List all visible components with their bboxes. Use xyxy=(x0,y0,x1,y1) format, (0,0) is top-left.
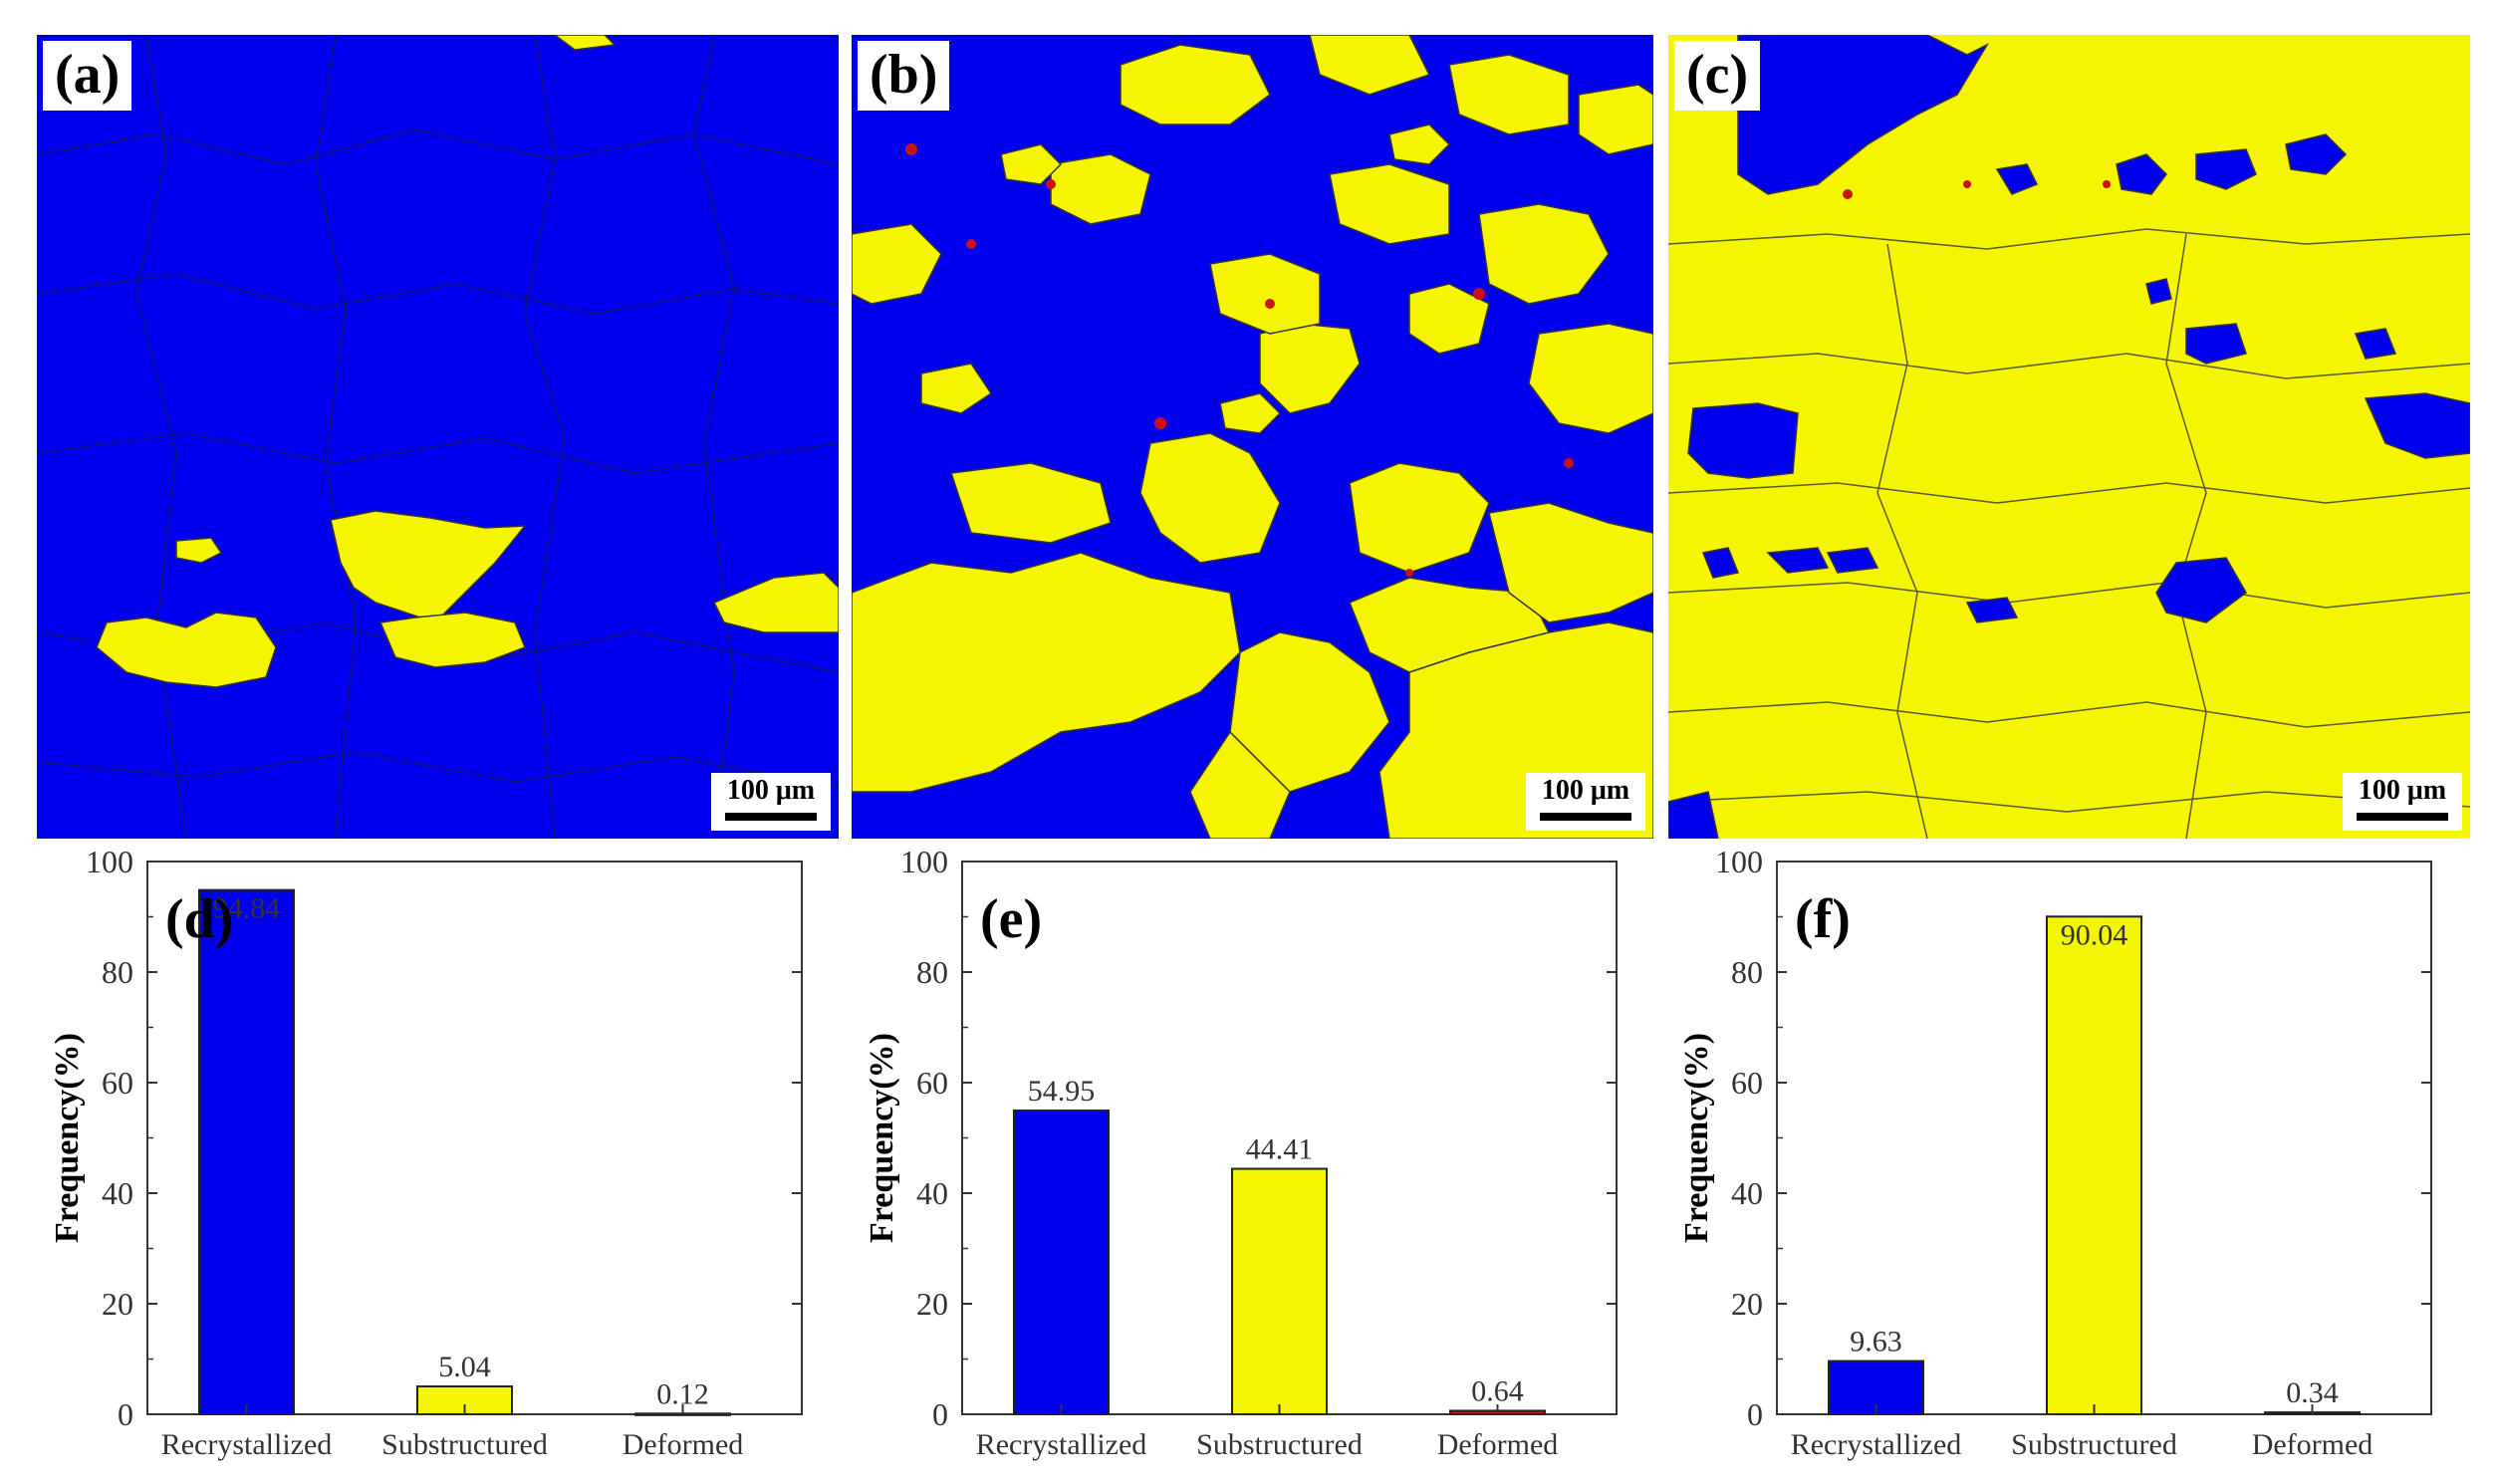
y-tick-label: 80 xyxy=(1731,954,1763,990)
bar-chart-f: 0 20 40 60 80 100 Frequency(%) 9.63 Recrystalliz… xyxy=(1629,842,2461,1484)
x-category-label: Recrystallized xyxy=(976,1428,1147,1461)
map-a-scale-bar: 100 μm xyxy=(711,773,831,831)
bar-value-label: 94.84 xyxy=(213,892,281,925)
y-tick-label: 40 xyxy=(916,1175,948,1211)
chart-panel-label: (d) xyxy=(165,888,233,950)
map-a-label: (a) xyxy=(43,41,132,111)
x-category-label: Recrystallized xyxy=(161,1428,333,1461)
y-tick-label: 80 xyxy=(102,954,133,990)
map-a-scale-line xyxy=(725,813,817,821)
bar xyxy=(1828,1360,1924,1416)
bar-chart-d: 0 20 40 60 80 100 Frequency(%) 94.84 Recrystalli… xyxy=(0,842,832,1484)
bar xyxy=(1013,1110,1110,1415)
x-category-label: Recrystallized xyxy=(1791,1428,1962,1461)
ebsd-map-b: (b) 100 μm xyxy=(852,35,1653,839)
map-b-scale-bar: 100 μm xyxy=(1526,773,1645,831)
map-c-label: (c) xyxy=(1674,41,1761,111)
y-tick-label: 20 xyxy=(102,1286,133,1322)
chart-panel-label: (e) xyxy=(980,888,1042,950)
map-c-image xyxy=(1668,35,2470,839)
y-tick-label: 40 xyxy=(102,1175,133,1211)
x-category-label: Substructured xyxy=(1196,1428,1363,1461)
bar-chart-f-svg: 0 20 40 60 80 100 Frequency(%) 9.63 Recrystalliz… xyxy=(1678,844,2432,1461)
y-tick-label: 40 xyxy=(1731,1175,1763,1211)
y-tick-label: 0 xyxy=(118,1396,133,1432)
bar-chart-e: 0 20 40 60 80 100 Frequency(%) 54.95 Recrystalli… xyxy=(815,842,1646,1484)
bar-value-label: 0.64 xyxy=(1471,1374,1524,1407)
map-a-scale-label: 100 μm xyxy=(726,775,816,806)
y-tick-label: 100 xyxy=(1715,844,1763,879)
bar-value-label: 54.95 xyxy=(1028,1075,1096,1108)
x-category-label: Deformed xyxy=(1437,1428,1559,1461)
x-category-label: Substructured xyxy=(381,1428,548,1461)
x-category-label: Substructured xyxy=(2011,1428,2177,1461)
y-tick-label: 0 xyxy=(1747,1396,1763,1432)
y-axis-title: Frequency(%) xyxy=(1678,1033,1715,1243)
y-axis-title: Frequency(%) xyxy=(49,1033,86,1243)
bar-value-label: 5.04 xyxy=(438,1351,491,1383)
x-category-label: Deformed xyxy=(623,1428,744,1461)
bar-chart-d-svg: 0 20 40 60 80 100 Frequency(%) 94.84 Recrystalli… xyxy=(49,844,803,1461)
map-b-image xyxy=(852,35,1653,839)
y-axis-title: Frequency(%) xyxy=(864,1033,900,1243)
y-tick-label: 20 xyxy=(916,1286,948,1322)
y-tick-label: 60 xyxy=(102,1065,133,1101)
bar-value-label: 0.34 xyxy=(2286,1376,2339,1409)
ebsd-map-a: (a) 100 μm xyxy=(37,35,839,839)
y-tick-label: 0 xyxy=(932,1396,948,1432)
map-b-scale-label: 100 μm xyxy=(1541,775,1630,806)
map-c-scale-line xyxy=(2357,813,2448,821)
bar-value-label: 90.04 xyxy=(2061,918,2128,951)
ebsd-map-c: (c) 100 μm xyxy=(1668,35,2470,839)
y-tick-label: 60 xyxy=(916,1065,948,1101)
bar-chart-e-svg: 0 20 40 60 80 100 Frequency(%) 54.95 Recrystalli… xyxy=(864,844,1618,1461)
bar-value-label: 9.63 xyxy=(1850,1326,1902,1359)
bar xyxy=(198,888,295,1415)
map-a-image xyxy=(37,35,839,839)
y-tick-label: 80 xyxy=(916,954,948,990)
chart-panel-label: (f) xyxy=(1795,888,1851,950)
y-tick-label: 60 xyxy=(1731,1065,1763,1101)
y-tick-label: 20 xyxy=(1731,1286,1763,1322)
bar-value-label: 44.41 xyxy=(1246,1133,1314,1166)
map-c-scale-label: 100 μm xyxy=(2358,775,2447,806)
map-b-label: (b) xyxy=(858,41,950,111)
map-c-scale-bar: 100 μm xyxy=(2343,773,2462,831)
map-b-scale-line xyxy=(1540,813,1631,821)
y-tick-label: 100 xyxy=(86,844,133,879)
y-tick-label: 100 xyxy=(900,844,948,879)
bar xyxy=(1231,1167,1328,1415)
bar xyxy=(2046,915,2142,1415)
x-category-label: Deformed xyxy=(2252,1428,2374,1461)
